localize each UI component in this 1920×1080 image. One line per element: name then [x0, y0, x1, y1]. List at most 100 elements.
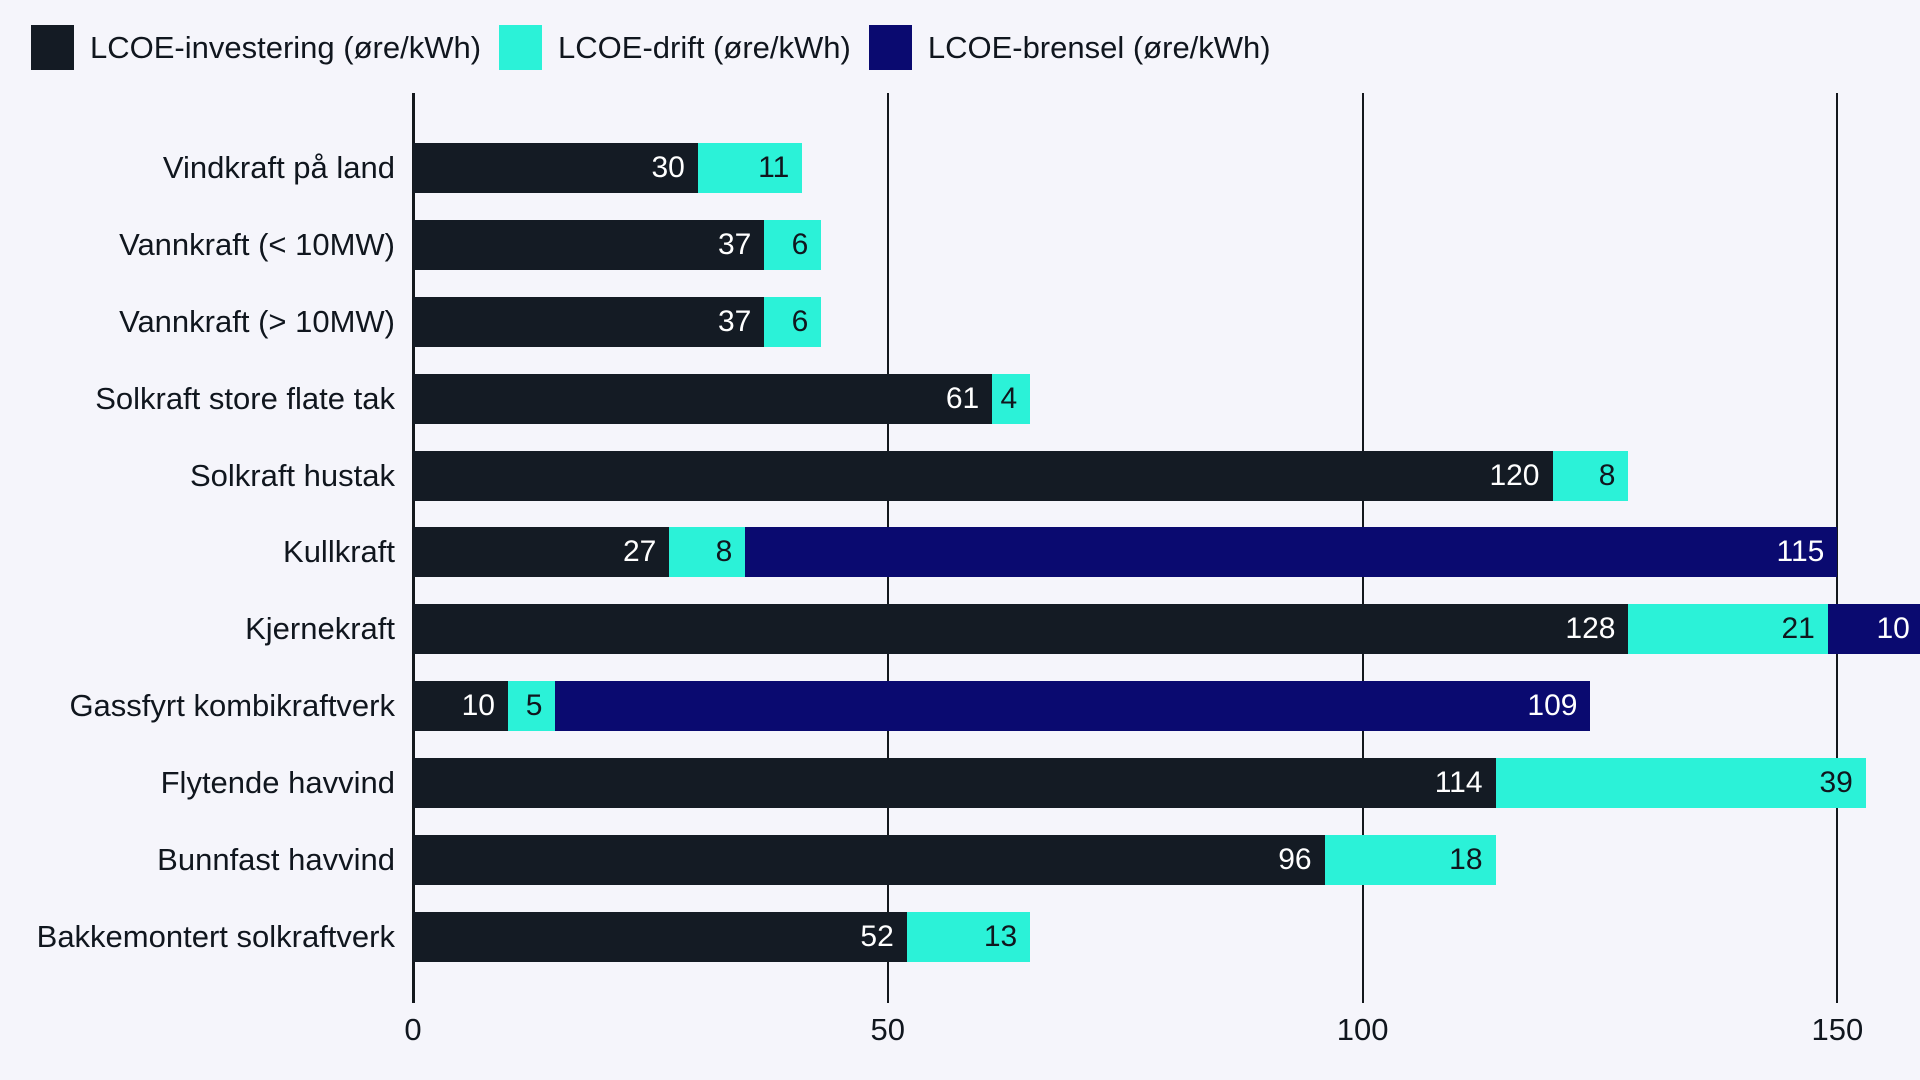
legend-item: LCOE-brensel (øre/kWh): [868, 25, 1271, 70]
bar-segment: 11: [697, 143, 803, 193]
chart-row: Kjernekraft 128 21 10: [0, 604, 1920, 655]
bar-segment: 6: [764, 219, 822, 270]
bar-segment: 37: [413, 296, 765, 347]
bar-value-label: 11: [758, 151, 790, 184]
bar-segment: 10: [1827, 604, 1920, 655]
bar-value-label: 4: [1000, 381, 1018, 415]
x-tick-label: 0: [404, 1012, 422, 1047]
category-label: Solkraft store flate tak: [95, 380, 395, 416]
bar-segment: 8: [1552, 450, 1629, 501]
bar-segment: 52: [413, 911, 907, 962]
chart-row: Kullkraft 27 8 115: [0, 527, 1920, 578]
x-tick-label: 100: [1336, 1012, 1389, 1047]
bar-track: 128 21 10: [413, 604, 1920, 655]
bar-segment: 21: [1628, 604, 1828, 655]
chart-row: Bakkemontert solkraftverk 52 13: [0, 911, 1920, 962]
chart-row: Bunnfast havvind 96 18: [0, 835, 1920, 886]
bar-value-label: 39: [1819, 766, 1853, 800]
legend-label: LCOE-investering (øre/kWh): [90, 29, 482, 65]
bar-segment: 37: [413, 219, 765, 270]
bar-value-label: 96: [1278, 843, 1312, 877]
bar-value-label: 120: [1489, 458, 1540, 492]
bar-segment: 8: [669, 527, 746, 578]
legend-item: LCOE-drift (øre/kWh): [499, 25, 851, 70]
bar-value-label: 115: [1776, 535, 1825, 569]
category-label: Bakkemontert solkraftverk: [36, 918, 395, 954]
bar-segment: 115: [745, 527, 1838, 578]
bar-value-label: 10: [461, 689, 495, 723]
bar-value-label: 6: [791, 304, 809, 338]
legend-item: LCOE-investering (øre/kWh): [31, 25, 481, 70]
bar-rows: Vindkraft på land 30 11 Vannkraft (< 10MW) 3…: [0, 143, 1920, 962]
legend-swatch-icon: [31, 25, 74, 70]
chart-row: Solkraft store flate tak 61 4: [0, 373, 1920, 424]
legend-swatch-icon: [868, 25, 912, 70]
bar-track: 120 8: [413, 450, 1920, 501]
bar-segment: 5: [507, 681, 556, 732]
bar-segment: 120: [413, 450, 1553, 501]
bar-value-label: 30: [651, 151, 685, 184]
chart-row: Vannkraft (> 10MW) 37 6: [0, 296, 1920, 347]
bar-segment: 18: [1324, 835, 1496, 886]
chart-row: Flytende havvind 114 39: [0, 758, 1920, 809]
bar-segment: 61: [413, 373, 993, 424]
bar-value-label: 109: [1527, 689, 1578, 723]
chart-row: Vindkraft på land 30 11: [0, 143, 1920, 193]
bar-value-label: 37: [717, 227, 752, 261]
category-label: Vindkraft på land: [162, 150, 395, 185]
category-label: Bunnfast havvind: [157, 842, 395, 878]
bar-value-label: 114: [1434, 766, 1483, 800]
bar-value-label: 21: [1781, 612, 1815, 646]
x-tick-label: 50: [870, 1012, 906, 1047]
bar-segment: 13: [906, 911, 1031, 962]
bar-value-label: 27: [623, 535, 657, 569]
chart-row: Vannkraft (< 10MW) 37 6: [0, 219, 1920, 270]
bar-segment: 114: [413, 758, 1496, 809]
category-label: Kullkraft: [283, 534, 395, 570]
legend-swatch-icon: [499, 25, 543, 70]
category-label: Flytende havvind: [160, 765, 395, 801]
category-label: Vannkraft (> 10MW): [119, 303, 395, 339]
bar-value-label: 52: [860, 919, 894, 953]
bar-track: 37 6: [413, 219, 1920, 270]
bar-track: 27 8 115: [413, 527, 1920, 578]
bar-segment: 30: [413, 143, 698, 193]
bar-value-label: 8: [715, 535, 733, 569]
bar-segment: 27: [413, 527, 670, 578]
x-axis-labels: 0 50 100 150: [0, 1012, 1920, 1057]
category-label: Vannkraft (< 10MW): [119, 226, 395, 262]
legend: LCOE-investering (øre/kWh) LCOE-drift (ør…: [31, 25, 1271, 70]
gridline: [1836, 93, 1839, 1003]
bar-track: 10 5 109: [413, 681, 1920, 732]
bar-segment: 109: [555, 681, 1591, 732]
bar-track: 96 18: [413, 835, 1920, 886]
bar-track: 114 39: [413, 758, 1920, 809]
bar-track: 61 4: [413, 373, 1920, 424]
bar-segment: 39: [1495, 758, 1866, 809]
category-label: Solkraft hustak: [189, 457, 395, 493]
bar-value-label: 61: [945, 381, 980, 415]
bar-value-label: 5: [525, 689, 543, 723]
chart-row: Gassfyrt kombikraftverk 10 5 109: [0, 681, 1920, 732]
category-label: Gassfyrt kombikraftverk: [69, 688, 395, 724]
chart-row: Solkraft hustak 120 8: [0, 450, 1920, 501]
bar-value-label: 8: [1598, 458, 1616, 492]
bar-segment: 4: [992, 373, 1031, 424]
bar-value-label: 37: [717, 304, 752, 338]
bar-value-label: 18: [1449, 843, 1483, 877]
legend-label: LCOE-drift (øre/kWh): [558, 29, 851, 65]
bar-segment: 6: [764, 296, 822, 347]
bar-value-label: 128: [1565, 612, 1616, 646]
bar-track: 37 6: [413, 296, 1920, 347]
bar-segment: 96: [413, 835, 1325, 886]
bar-value-label: 10: [1876, 612, 1910, 646]
bar-segment: 10: [413, 681, 508, 732]
bar-value-label: 13: [983, 919, 1018, 953]
bar-track: 52 13: [413, 911, 1920, 962]
category-label: Kjernekraft: [245, 611, 395, 647]
bar-track: 30 11: [413, 143, 1920, 193]
plot-area: Vindkraft på land 30 11 Vannkraft (< 10MW) 3…: [0, 93, 1920, 1003]
legend-label: LCOE-brensel (øre/kWh): [927, 29, 1271, 65]
x-tick-label: 150: [1811, 1012, 1864, 1047]
bar-value-label: 6: [791, 227, 809, 261]
